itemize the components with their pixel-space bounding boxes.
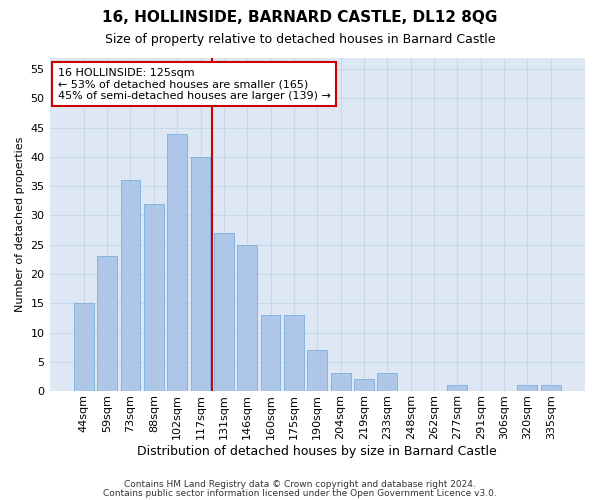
- Bar: [144, 204, 164, 391]
- Bar: [284, 315, 304, 391]
- Bar: [517, 385, 538, 391]
- Text: Contains HM Land Registry data © Crown copyright and database right 2024.: Contains HM Land Registry data © Crown c…: [124, 480, 476, 489]
- Text: Contains public sector information licensed under the Open Government Licence v3: Contains public sector information licen…: [103, 488, 497, 498]
- Bar: [260, 315, 280, 391]
- Bar: [214, 233, 234, 391]
- Bar: [377, 374, 397, 391]
- Bar: [97, 256, 117, 391]
- Text: 16, HOLLINSIDE, BARNARD CASTLE, DL12 8QG: 16, HOLLINSIDE, BARNARD CASTLE, DL12 8QG: [103, 10, 497, 25]
- Bar: [354, 380, 374, 391]
- Bar: [167, 134, 187, 391]
- Bar: [74, 304, 94, 391]
- Bar: [191, 157, 211, 391]
- Text: 16 HOLLINSIDE: 125sqm
← 53% of detached houses are smaller (165)
45% of semi-det: 16 HOLLINSIDE: 125sqm ← 53% of detached …: [58, 68, 331, 100]
- Bar: [448, 385, 467, 391]
- Bar: [307, 350, 327, 391]
- Bar: [331, 374, 350, 391]
- Bar: [238, 245, 257, 391]
- X-axis label: Distribution of detached houses by size in Barnard Castle: Distribution of detached houses by size …: [137, 444, 497, 458]
- Bar: [541, 385, 560, 391]
- Bar: [121, 180, 140, 391]
- Y-axis label: Number of detached properties: Number of detached properties: [15, 136, 25, 312]
- Text: Size of property relative to detached houses in Barnard Castle: Size of property relative to detached ho…: [105, 32, 495, 46]
